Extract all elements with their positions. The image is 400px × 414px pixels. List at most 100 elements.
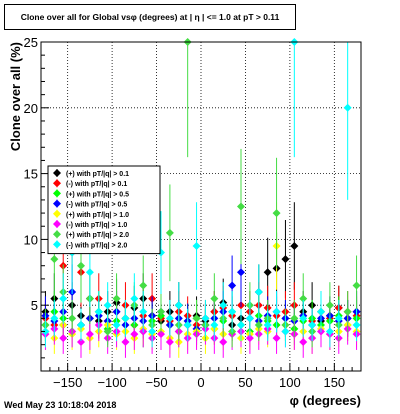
data-point bbox=[245, 314, 254, 323]
data-point bbox=[263, 320, 272, 329]
data-point bbox=[290, 241, 299, 250]
data-point bbox=[77, 338, 85, 347]
data-point bbox=[121, 338, 130, 347]
data-point bbox=[174, 301, 183, 310]
data-point bbox=[165, 314, 174, 323]
data-point bbox=[157, 330, 165, 339]
x-tick-label: 150 bbox=[323, 375, 345, 390]
legend: (+) with pT/|q| > 0.1 (-) with pT/|q| > 0… bbox=[47, 165, 161, 255]
data-point bbox=[219, 301, 228, 310]
data-point bbox=[352, 320, 361, 329]
timestamp: Wed May 23 10:18:04 2018 bbox=[4, 400, 117, 410]
legend-marker bbox=[53, 240, 61, 249]
y-tick-label: 20 bbox=[24, 101, 38, 116]
x-tick-label: 50 bbox=[238, 375, 252, 390]
legend-marker bbox=[53, 199, 61, 208]
data-point bbox=[192, 241, 201, 250]
y-tick-label: 15 bbox=[24, 167, 38, 182]
data-point bbox=[130, 294, 139, 303]
x-tick-label: −100 bbox=[97, 375, 126, 390]
data-point bbox=[245, 334, 254, 343]
legend-entry: (+) with pT/|q| > 2.0 bbox=[66, 232, 129, 239]
data-point bbox=[228, 307, 237, 316]
data-point bbox=[281, 327, 290, 336]
data-point bbox=[183, 320, 192, 329]
data-point bbox=[68, 314, 77, 323]
data-point bbox=[343, 103, 352, 112]
data-point bbox=[325, 301, 334, 310]
y-tick-label: 25 bbox=[24, 35, 38, 50]
legend-entry: (+) with pT/|q| > 0.1 bbox=[66, 171, 129, 178]
legend-marker bbox=[53, 220, 61, 228]
data-point bbox=[281, 255, 290, 264]
chart-title: Clone over all for Global vsφ (degrees) … bbox=[20, 12, 280, 22]
data-point bbox=[228, 281, 237, 290]
series-8 bbox=[41, 38, 361, 348]
data-point bbox=[165, 228, 174, 237]
data-point bbox=[272, 334, 281, 343]
x-tick-label: 100 bbox=[279, 375, 301, 390]
data-point bbox=[210, 294, 219, 303]
data-point bbox=[299, 314, 308, 323]
data-point bbox=[41, 327, 50, 336]
data-point bbox=[50, 314, 59, 323]
data-point bbox=[334, 314, 343, 323]
x-axis-label: φ (degrees) bbox=[290, 393, 361, 408]
data-point bbox=[317, 307, 325, 316]
legend-marker bbox=[53, 169, 61, 177]
data-point bbox=[210, 320, 219, 329]
data-point bbox=[77, 261, 85, 270]
legend-marker bbox=[53, 209, 61, 218]
title-box: Clone over all for Global vsφ (degrees) … bbox=[4, 4, 296, 30]
data-point bbox=[165, 338, 174, 347]
data-point bbox=[272, 307, 281, 316]
series-layer bbox=[41, 38, 361, 358]
data-point bbox=[77, 320, 85, 329]
data-point bbox=[130, 330, 139, 339]
data-point bbox=[254, 320, 263, 329]
data-point bbox=[237, 268, 245, 277]
data-point bbox=[254, 288, 263, 297]
data-point bbox=[112, 294, 121, 303]
data-point bbox=[263, 268, 272, 277]
legend-entry: (+) with pT/|q| > 1.0 bbox=[66, 212, 129, 219]
x-tick-label: 0 bbox=[197, 375, 204, 390]
data-point bbox=[237, 320, 245, 329]
data-point bbox=[201, 314, 210, 323]
data-point bbox=[148, 327, 157, 336]
legend-marker bbox=[53, 189, 61, 198]
data-point bbox=[192, 314, 201, 323]
legend-entry: (+) with pT/|q| > 0.5 bbox=[66, 191, 129, 198]
legend-box bbox=[47, 165, 161, 255]
data-point bbox=[139, 307, 148, 316]
data-point bbox=[343, 307, 352, 316]
legend-entry: (-) with pT/|q| > 1.0 bbox=[66, 222, 127, 229]
data-point bbox=[94, 307, 103, 316]
data-point bbox=[59, 334, 68, 343]
data-point bbox=[112, 320, 121, 329]
data-point bbox=[59, 294, 68, 303]
axis-ticks: −150 −100 −50 0 50 100 150 5 10 15 20 25 bbox=[24, 35, 362, 390]
x-tick-label: −150 bbox=[53, 375, 82, 390]
data-point bbox=[103, 301, 112, 310]
data-point bbox=[299, 338, 308, 347]
x-tick-label: −50 bbox=[146, 375, 168, 390]
data-point bbox=[157, 307, 165, 316]
y-axis-label: Clone over all (%) bbox=[8, 42, 23, 151]
legend-marker bbox=[53, 179, 61, 188]
data-point bbox=[121, 314, 130, 323]
data-point bbox=[299, 294, 308, 303]
legend-entry: (-) with pT/|q| > 2.0 bbox=[66, 242, 127, 249]
data-point bbox=[290, 314, 299, 323]
y-tick-label: 5 bbox=[31, 298, 38, 313]
y-tick-label: 10 bbox=[24, 232, 38, 247]
data-point bbox=[272, 209, 281, 218]
data-point bbox=[237, 202, 245, 211]
legend-entry: (-) with pT/|q| > 0.5 bbox=[66, 202, 127, 209]
data-point bbox=[85, 268, 94, 277]
data-point bbox=[352, 281, 361, 290]
data-point bbox=[103, 327, 112, 336]
data-point bbox=[325, 327, 334, 336]
data-point bbox=[219, 338, 228, 347]
